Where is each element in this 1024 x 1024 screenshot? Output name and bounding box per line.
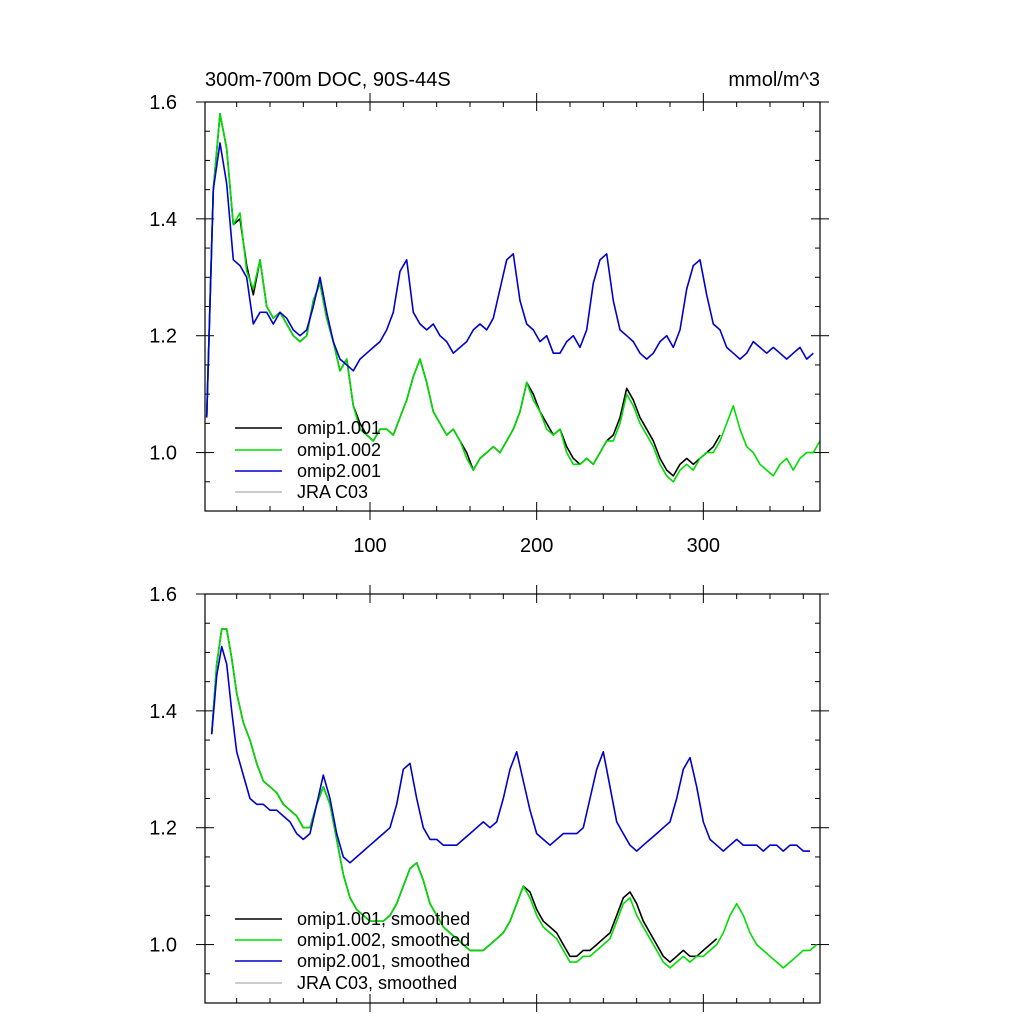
legend-label-omip2-001: omip2.001 (297, 461, 381, 481)
bottom-series-lines (210, 628, 818, 969)
legend-label-omip1-001: omip1.001 (297, 418, 381, 438)
y-tick-label: 1.2 (149, 818, 177, 840)
top-legend: omip1.001 omip1.002 omip2.001 JRA C03 (235, 418, 381, 502)
series-line-omip2-001 (205, 142, 814, 418)
y-tick-label: 1.6 (149, 584, 177, 606)
top-series-lines (205, 112, 821, 483)
top-axis-ticks (196, 93, 829, 520)
legend-label-omip1-001-smoothed: omip1.001, smoothed (297, 909, 470, 929)
bottom-plot-frame (204, 593, 821, 1004)
top-plot-frame (204, 101, 821, 512)
y-tick-label: 1.0 (149, 443, 177, 465)
legend-label-jra-c03: JRA C03 (297, 482, 368, 502)
y-tick-label: 1.0 (149, 935, 177, 957)
legend-label-omip1-002: omip1.002 (297, 440, 381, 460)
top-tick-labels: 100 200 300 1.0 1.2 1.4 1.6 (149, 92, 720, 557)
legend-label-omip1-002-smoothed: omip1.002, smoothed (297, 930, 470, 950)
legend-label-omip2-001-smoothed: omip2.001, smoothed (297, 951, 470, 971)
y-tick-label: 1.6 (149, 92, 177, 114)
series-line-omip2-001-smoothed (210, 645, 810, 864)
y-tick-label: 1.4 (149, 701, 177, 723)
legend-label-jra-c03-smoothed: JRA C03, smoothed (297, 973, 457, 993)
bottom-tick-labels: 1.0 1.2 1.4 1.6 (149, 584, 177, 957)
top-chart-title: 300m-700m DOC, 90S-44S (205, 69, 451, 91)
x-tick-label: 100 (353, 535, 386, 557)
x-tick-label: 200 (520, 535, 553, 557)
y-tick-label: 1.4 (149, 209, 177, 231)
y-tick-label: 1.2 (149, 326, 177, 348)
bottom-legend: omip1.001, smoothed omip1.002, smoothed … (235, 909, 470, 993)
series-line-omip1-002-smoothed (210, 628, 818, 969)
top-chart-units: mmol/m^3 (728, 69, 820, 91)
bottom-axis-ticks (196, 585, 829, 1012)
bottom-panel: 1.0 1.2 1.4 1.6 omip1.001, smoothed omip1.0… (149, 584, 829, 1012)
top-panel: 300m-700m DOC, 90S-44S mmol/m^3 100 200 30… (149, 69, 829, 557)
x-tick-label: 300 (687, 535, 720, 557)
series-line-omip1-001 (205, 112, 721, 477)
